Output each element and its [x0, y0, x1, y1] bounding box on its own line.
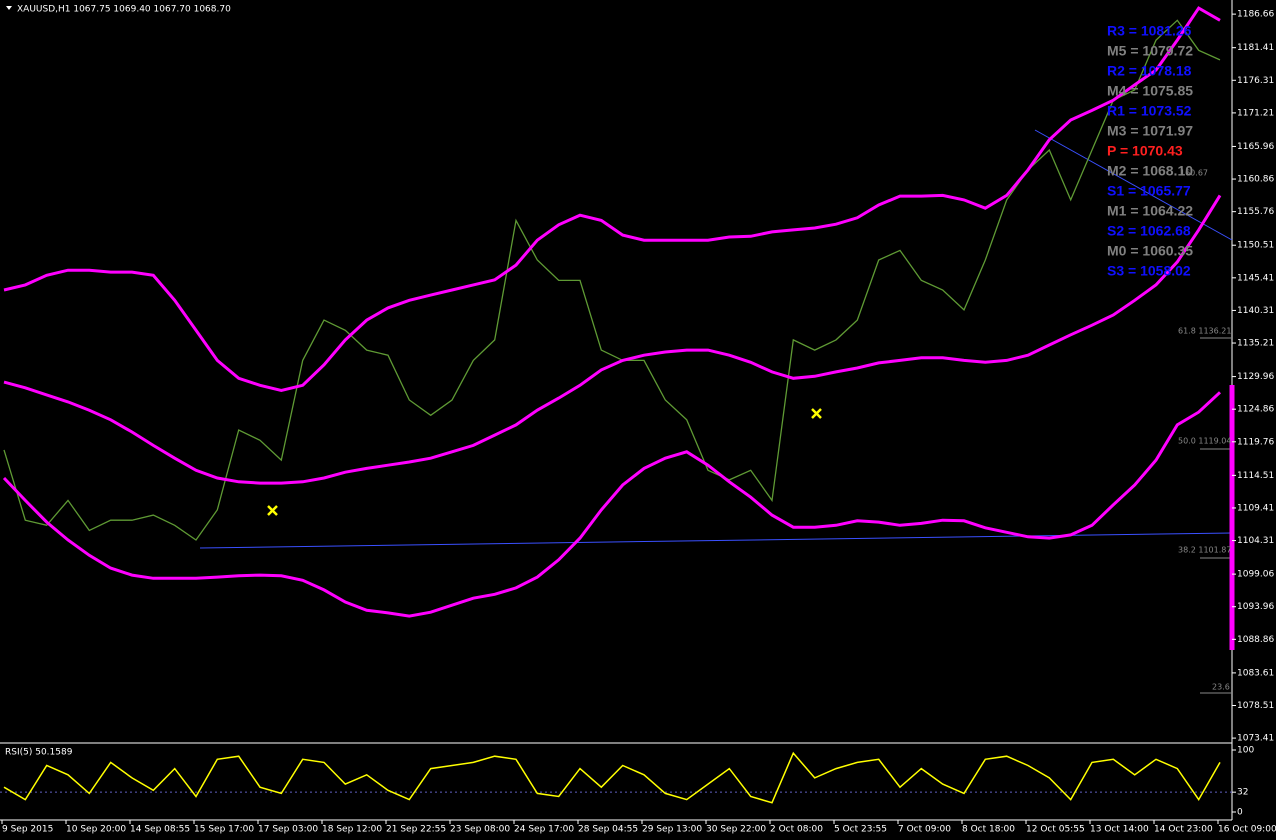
y-tick-label: 1129.96 — [1237, 372, 1274, 382]
y-tick-label: 1140.31 — [1237, 306, 1274, 316]
y-tick-label: 1181.41 — [1237, 43, 1274, 53]
x-tick-label: 18 Sep 12:00 — [322, 825, 382, 835]
x-tick-label: 16 Oct 09:00 — [1218, 825, 1276, 835]
x-tick-label: 9 Sep 2015 — [2, 825, 53, 835]
y-tick-label: 1155.76 — [1237, 207, 1274, 217]
y-tick-label: 1135.21 — [1237, 339, 1274, 349]
x-tick-label: 30 Sep 22:00 — [706, 825, 766, 835]
pivot-label: R3 = 1081.26 — [1107, 23, 1192, 39]
x-tick-label: 7 Oct 09:00 — [898, 825, 951, 835]
fib-label: 61.8 1136.21 — [1178, 327, 1231, 336]
rsi-header: RSI(5) 50.1589 — [5, 748, 73, 758]
x-tick-label: 23 Sep 08:00 — [450, 825, 510, 835]
x-tick-label: 10 Sep 20:00 — [66, 825, 126, 835]
band-line — [3, 6, 1221, 392]
pivot-label: M0 = 1060.35 — [1107, 243, 1193, 259]
y-tick-label: 32 — [1237, 788, 1248, 798]
pivot-label: M1 = 1064.22 — [1107, 203, 1193, 219]
band-line — [3, 194, 1222, 485]
y-tick-label: 1145.41 — [1237, 273, 1274, 283]
fib-label: 23.6 — [1212, 683, 1230, 692]
x-tick-label: 17 Sep 03:00 — [258, 825, 318, 835]
y-tick-label: 1124.86 — [1237, 405, 1274, 415]
fib-label: 38.2 1101.87 — [1178, 546, 1231, 555]
fib-label: 50.0 1119.04 — [1178, 437, 1231, 446]
pivot-label: M3 = 1071.97 — [1107, 123, 1193, 139]
x-tick-label: 13 Oct 14:00 — [1090, 825, 1149, 835]
y-tick-label: 100 — [1237, 746, 1254, 756]
x-tick-label: 5 Oct 23:55 — [834, 825, 887, 835]
menu-arrow[interactable] — [6, 6, 12, 10]
pivot-label: M4 = 1075.85 — [1107, 83, 1193, 99]
signal-cross — [811, 408, 822, 419]
pivot-label: M2 = 1068.10 — [1107, 163, 1193, 179]
y-tick-label: 1171.21 — [1237, 108, 1274, 118]
y-tick-label: 1078.51 — [1237, 701, 1274, 711]
trend-line — [1034, 129, 1233, 241]
x-tick-label: 15 Sep 17:00 — [194, 825, 254, 835]
y-tick-label: 1160.86 — [1237, 175, 1274, 185]
pivot-label: M5 = 1079.72 — [1107, 43, 1193, 59]
y-tick-label: 1119.76 — [1237, 437, 1274, 447]
chart-header: XAUUSD,H1 1067.75 1069.40 1067.70 1068.7… — [17, 5, 231, 15]
x-tick-label: 2 Oct 08:00 — [770, 825, 823, 835]
x-tick-label: 14 Oct 23:00 — [1154, 825, 1213, 835]
y-tick-label: 1099.06 — [1237, 570, 1274, 580]
y-tick-label: 1109.41 — [1237, 503, 1274, 513]
rsi-line — [3, 751, 1221, 804]
x-tick-label: 28 Sep 04:55 — [578, 825, 638, 835]
x-tick-label: 24 Sep 17:00 — [514, 825, 574, 835]
x-tick-label: 29 Sep 13:00 — [642, 825, 702, 835]
pivot-label: S2 = 1062.68 — [1107, 223, 1191, 239]
y-tick-label: 1104.31 — [1237, 536, 1274, 546]
pivot-label: P = 1070.43 — [1107, 143, 1183, 159]
y-tick-label: 1150.51 — [1237, 241, 1274, 251]
band-line — [2, 391, 1222, 618]
y-tick-label: 1176.31 — [1237, 76, 1274, 86]
y-tick-label: 1073.41 — [1237, 734, 1274, 744]
y-tick-label: 1088.86 — [1237, 635, 1274, 645]
pivot-label: S3 = 1058.02 — [1107, 263, 1191, 279]
x-tick-label: 14 Sep 08:55 — [130, 825, 190, 835]
signal-cross — [267, 505, 278, 516]
x-tick-label: 12 Oct 05:55 — [1026, 825, 1085, 835]
x-tick-label: 21 Sep 22:55 — [386, 825, 446, 835]
y-tick-label: 1114.51 — [1237, 471, 1274, 481]
y-tick-label: 0 — [1237, 808, 1243, 818]
y-tick-label: 1186.66 — [1237, 10, 1274, 20]
pivot-label: R2 = 1078.18 — [1107, 63, 1192, 79]
y-tick-label: 1083.61 — [1237, 668, 1274, 678]
x-tick-label: 8 Oct 18:00 — [962, 825, 1015, 835]
pivot-label: R1 = 1073.52 — [1107, 103, 1192, 119]
pivot-label: S1 = 1065.77 — [1107, 183, 1191, 199]
y-tick-label: 1093.96 — [1237, 602, 1274, 612]
y-tick-label: 1165.96 — [1237, 142, 1274, 152]
fib-label: 160.67 — [1180, 169, 1208, 178]
